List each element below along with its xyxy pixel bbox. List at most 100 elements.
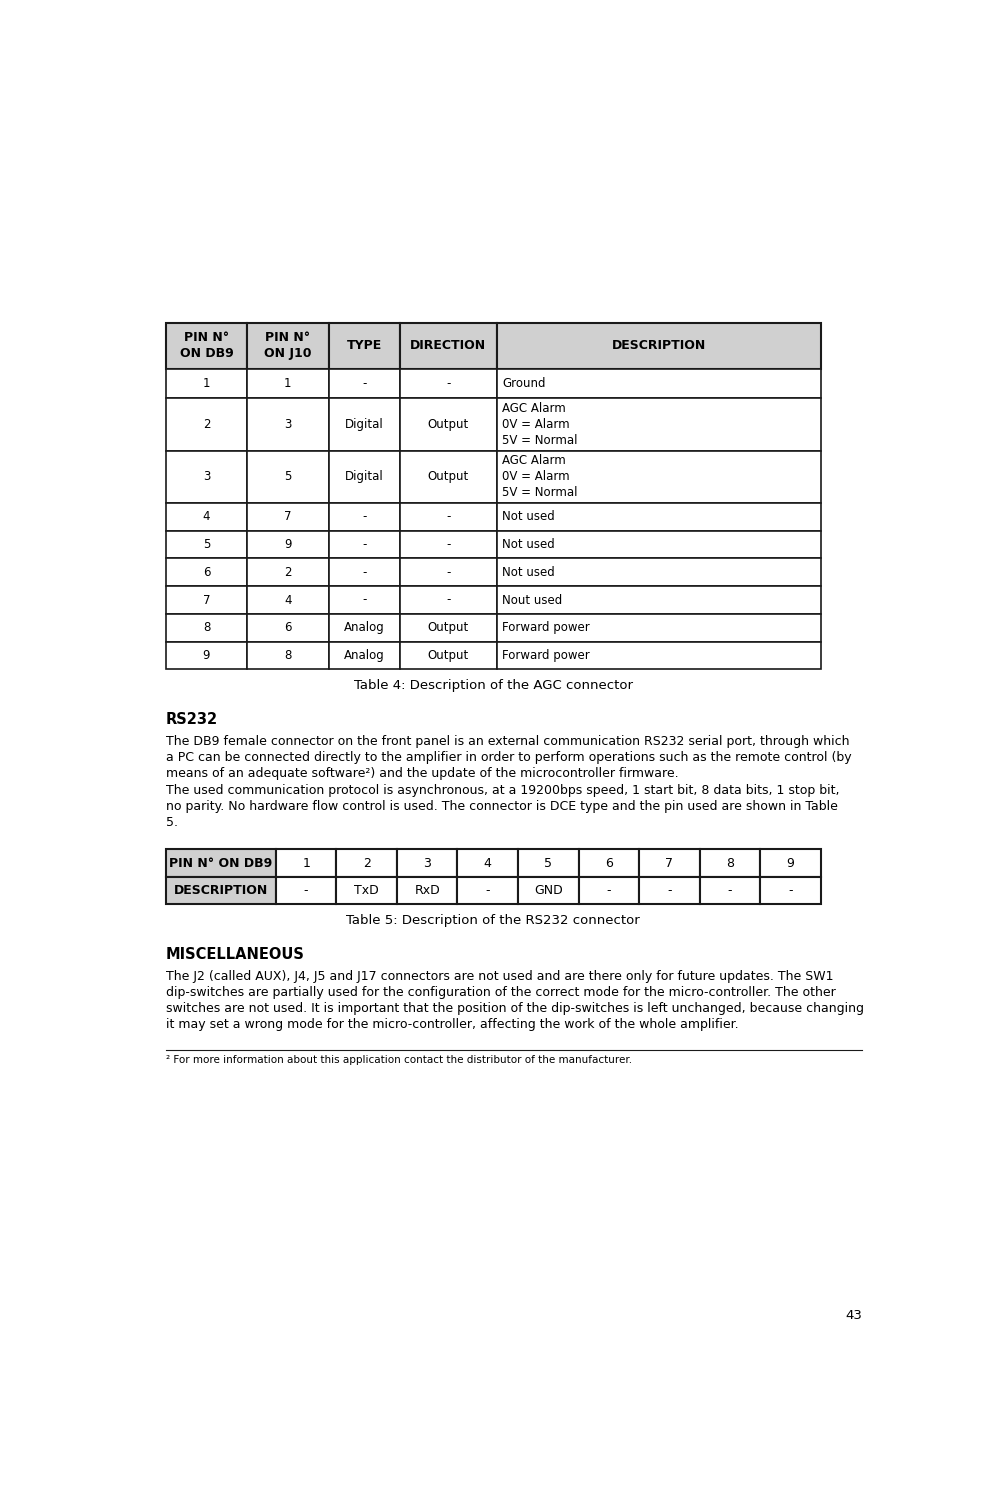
Text: 8: 8	[284, 649, 291, 661]
Bar	[399, 531, 496, 559]
Text: 9: 9	[785, 857, 793, 870]
Text: -: -	[606, 884, 611, 897]
Bar	[496, 613, 819, 642]
Text: 6: 6	[604, 857, 612, 870]
Text: PIN N°
ON DB9: PIN N° ON DB9	[180, 331, 233, 361]
Bar	[759, 876, 819, 905]
Text: Table 4: Description of the AGC connector: Table 4: Description of the AGC connecto…	[353, 679, 632, 693]
Text: Ground: Ground	[502, 377, 545, 391]
Bar	[496, 370, 819, 398]
Text: 2: 2	[203, 418, 210, 431]
Text: Digital: Digital	[344, 470, 383, 484]
Bar	[328, 642, 399, 669]
Bar	[399, 559, 496, 586]
Bar	[399, 504, 496, 531]
Bar	[247, 613, 328, 642]
Bar	[247, 504, 328, 531]
Bar	[457, 849, 518, 876]
Text: GND: GND	[534, 884, 562, 897]
Text: 1: 1	[203, 377, 210, 391]
Bar	[165, 849, 276, 876]
Text: 43: 43	[845, 1309, 861, 1323]
Bar	[396, 849, 457, 876]
Bar	[247, 451, 328, 504]
Text: PIN N° ON DB9: PIN N° ON DB9	[170, 857, 272, 870]
Text: Output: Output	[427, 470, 468, 484]
Bar	[399, 451, 496, 504]
Text: -: -	[362, 565, 366, 579]
Bar	[328, 370, 399, 398]
Text: 9: 9	[203, 649, 210, 661]
Bar	[328, 504, 399, 531]
Bar	[518, 849, 578, 876]
Text: 1: 1	[302, 857, 310, 870]
Bar	[699, 876, 759, 905]
Text: 5: 5	[284, 470, 291, 484]
Text: -: -	[445, 565, 450, 579]
Text: 3: 3	[284, 418, 291, 431]
Bar	[165, 559, 247, 586]
Bar	[496, 531, 819, 559]
Bar	[165, 642, 247, 669]
Text: TYPE: TYPE	[346, 340, 381, 352]
Text: MISCELLANEOUS: MISCELLANEOUS	[165, 947, 304, 962]
Bar	[699, 849, 759, 876]
Text: Output: Output	[427, 649, 468, 661]
Bar	[328, 613, 399, 642]
Bar	[247, 370, 328, 398]
Text: -: -	[362, 594, 366, 607]
Text: Analog: Analog	[343, 649, 384, 661]
Bar	[165, 398, 247, 451]
Text: DIRECTION: DIRECTION	[410, 340, 485, 352]
Text: -: -	[787, 884, 791, 897]
Bar	[399, 370, 496, 398]
Text: 8: 8	[725, 857, 733, 870]
Text: 6: 6	[203, 565, 210, 579]
Bar	[399, 642, 496, 669]
Text: Table 5: Description of the RS232 connector: Table 5: Description of the RS232 connec…	[346, 914, 640, 927]
Bar	[328, 451, 399, 504]
Bar	[457, 876, 518, 905]
Text: Not used: Not used	[502, 565, 555, 579]
Bar	[247, 559, 328, 586]
Bar	[336, 849, 396, 876]
Bar	[165, 323, 247, 370]
Text: 1: 1	[284, 377, 291, 391]
Bar	[399, 586, 496, 613]
Bar	[247, 586, 328, 613]
Text: 4: 4	[203, 511, 210, 523]
Bar	[165, 370, 247, 398]
Text: Digital: Digital	[344, 418, 383, 431]
Bar	[328, 323, 399, 370]
Text: 9: 9	[284, 538, 291, 552]
Text: 2: 2	[284, 565, 291, 579]
Bar	[496, 323, 819, 370]
Text: 3: 3	[423, 857, 430, 870]
Bar	[496, 559, 819, 586]
Text: -: -	[445, 511, 450, 523]
Bar	[759, 849, 819, 876]
Text: Nout used: Nout used	[502, 594, 562, 607]
Text: 7: 7	[665, 857, 673, 870]
Text: 6: 6	[284, 621, 291, 634]
Text: Output: Output	[427, 418, 468, 431]
Text: -: -	[304, 884, 308, 897]
Text: The DB9 female connector on the front panel is an external communication RS232 s: The DB9 female connector on the front pa…	[165, 735, 851, 780]
Bar	[518, 876, 578, 905]
Bar	[496, 642, 819, 669]
Text: Output: Output	[427, 621, 468, 634]
Bar	[165, 451, 247, 504]
Text: TxD: TxD	[354, 884, 379, 897]
Text: -: -	[445, 594, 450, 607]
Text: -: -	[445, 538, 450, 552]
Text: -: -	[666, 884, 671, 897]
Bar	[328, 398, 399, 451]
Text: Not used: Not used	[502, 538, 555, 552]
Text: -: -	[485, 884, 489, 897]
Bar	[247, 642, 328, 669]
Bar	[328, 559, 399, 586]
Bar	[336, 876, 396, 905]
Bar	[165, 504, 247, 531]
Text: AGC Alarm
0V = Alarm
5V = Normal: AGC Alarm 0V = Alarm 5V = Normal	[502, 401, 577, 446]
Bar	[247, 323, 328, 370]
